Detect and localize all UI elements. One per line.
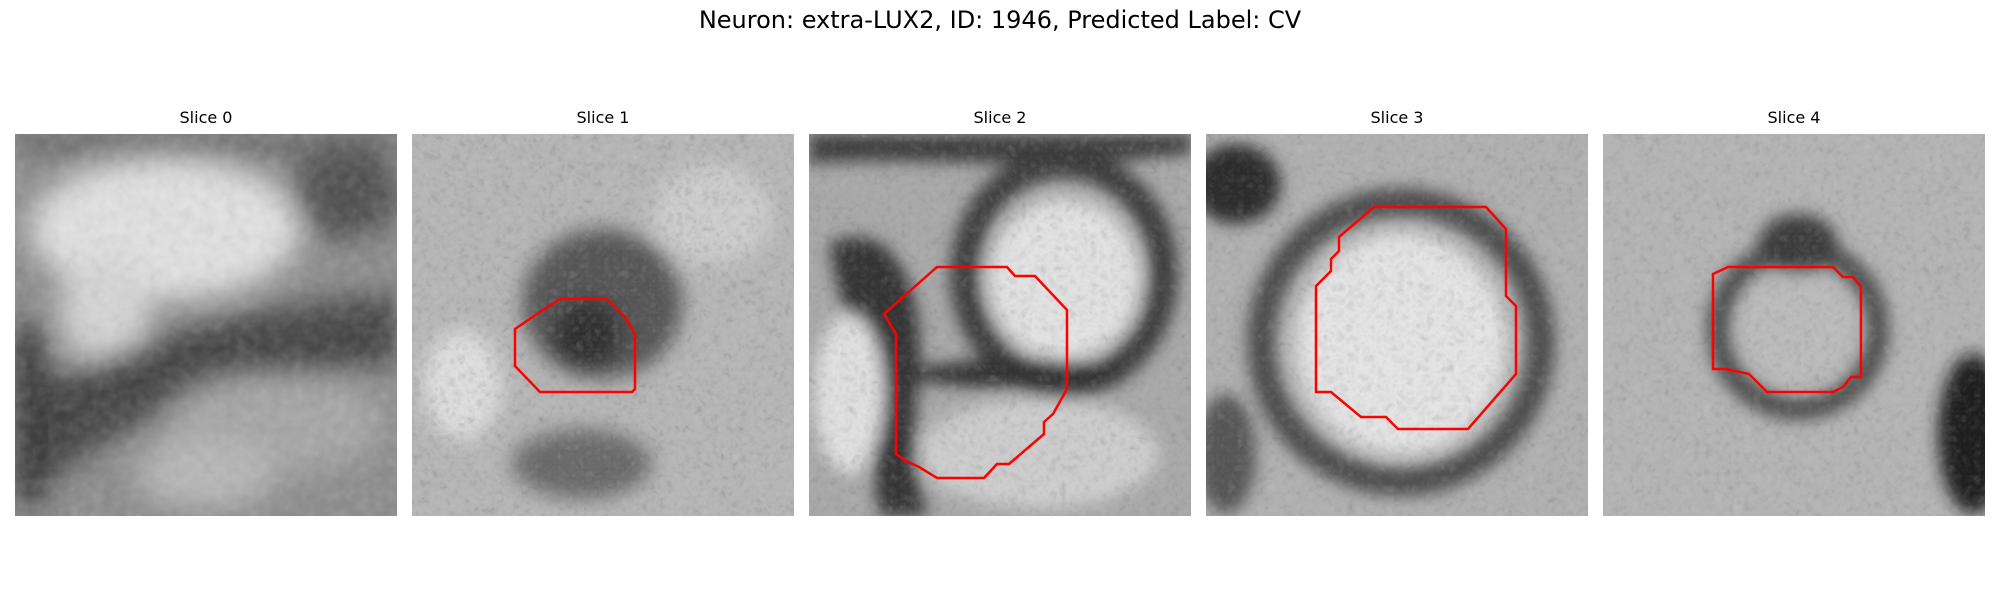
contour-4 [1711, 265, 1863, 394]
contour-1 [513, 297, 637, 394]
slice-title: Slice 4 [1767, 108, 1821, 127]
slice-image-1 [412, 134, 794, 516]
contour-2 [882, 265, 1069, 480]
slice-image-3 [1206, 134, 1588, 516]
figure-title: Neuron: extra-LUX2, ID: 1946, Predicted … [698, 6, 1302, 34]
contour-3 [1314, 205, 1518, 431]
slice-image-2 [809, 134, 1191, 516]
slice-title: Slice 0 [179, 108, 233, 127]
slice-title: Slice 2 [973, 108, 1027, 127]
slice-image-4 [1603, 134, 1985, 516]
slice-title: Slice 3 [1370, 108, 1424, 127]
slice-title: Slice 1 [576, 108, 630, 127]
slice-image-0 [15, 134, 397, 516]
